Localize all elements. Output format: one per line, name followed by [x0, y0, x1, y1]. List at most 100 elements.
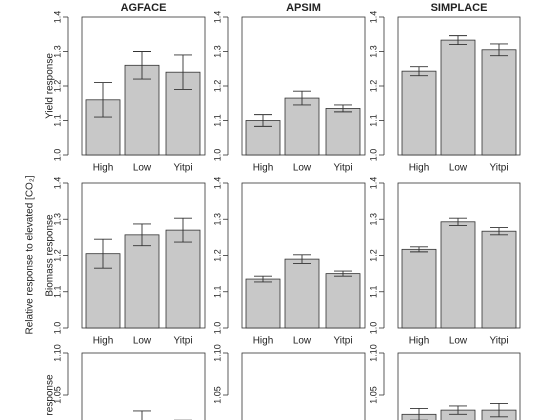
y-tick-label: 1.3	[368, 45, 378, 58]
y-tick-label: 1.3	[52, 213, 62, 226]
y-axis-label: response	[45, 374, 56, 416]
y-tick-label: 1.10	[368, 344, 378, 362]
y-tick-label: 1.1	[368, 285, 378, 298]
error-bar	[410, 246, 428, 253]
y-tick-label: 1.10	[52, 344, 62, 362]
x-tick-label: Low	[449, 336, 468, 347]
y-tick-label: 1.1	[368, 114, 378, 127]
y-tick-label: 1.3	[212, 45, 222, 58]
y-tick-label: 1.0	[52, 149, 62, 162]
y-tick-label: 1.0	[52, 322, 62, 335]
error-bar	[334, 270, 352, 277]
plot-box	[397, 352, 521, 420]
y-tick-label: 1.4	[368, 177, 378, 190]
error-bar	[490, 402, 508, 418]
x-tick-label: High	[93, 336, 114, 347]
error-bar	[490, 43, 508, 57]
figure-y-label: Relative response to elevated [CO₂]	[25, 175, 36, 334]
x-tick-label: High	[253, 336, 274, 347]
bar	[284, 97, 320, 156]
y-tick-label: 1.4	[52, 11, 62, 24]
y-tick-label: 1.1	[52, 285, 62, 298]
bar	[124, 234, 160, 329]
bar	[325, 273, 361, 329]
bar	[401, 70, 437, 156]
x-tick-label: Low	[293, 336, 312, 347]
error-bar	[410, 66, 428, 77]
error-bar	[449, 217, 467, 226]
error-bar	[133, 223, 151, 247]
y-tick-label: 1.1	[212, 114, 222, 127]
y-tick-label: 1.4	[52, 177, 62, 190]
y-tick-label: 1.4	[212, 11, 222, 24]
error-bar	[94, 82, 112, 118]
x-tick-label: Low	[133, 336, 152, 347]
error-bar	[133, 410, 151, 420]
error-bar	[293, 90, 311, 106]
x-tick-label: High	[409, 163, 430, 174]
y-tick-label: 1.2	[52, 249, 62, 262]
x-tick-label: High	[409, 336, 430, 347]
bar	[284, 258, 320, 329]
error-bar	[94, 238, 112, 269]
bar	[245, 278, 281, 329]
y-tick-label: 1.3	[368, 213, 378, 226]
error-bar	[254, 275, 272, 283]
error-bar	[174, 54, 192, 90]
y-tick-label: 1.05	[212, 386, 222, 404]
x-tick-label: Yitpi	[333, 163, 352, 174]
x-tick-label: Yitpi	[173, 163, 192, 174]
y-tick-label: 1.2	[212, 80, 222, 93]
y-tick-label: 1.05	[368, 386, 378, 404]
bar	[481, 230, 517, 329]
bar	[124, 64, 160, 156]
error-bar	[490, 227, 508, 236]
y-tick-label: 1.05	[52, 386, 62, 404]
bar	[440, 221, 476, 329]
panel-title: AGFACE	[121, 2, 167, 14]
bar	[325, 108, 361, 156]
error-bar	[449, 405, 467, 415]
y-tick-label: 1.10	[212, 344, 222, 362]
y-tick-label: 1.0	[368, 149, 378, 162]
error-bar	[449, 35, 467, 46]
x-tick-label: Yitpi	[333, 336, 352, 347]
plot-box	[241, 352, 366, 420]
y-tick-label: 1.0	[212, 322, 222, 335]
y-tick-label: 1.1	[212, 285, 222, 298]
y-tick-label: 1.4	[368, 11, 378, 24]
panel-title: SIMPLACE	[431, 2, 488, 14]
error-bar	[334, 104, 352, 113]
bar	[440, 39, 476, 156]
y-tick-label: 1.0	[212, 149, 222, 162]
y-tick-label: 1.3	[52, 45, 62, 58]
x-tick-label: Yitpi	[173, 336, 192, 347]
y-tick-label: 1.2	[212, 249, 222, 262]
y-axis-label: Yield response	[45, 53, 56, 119]
x-tick-label: Low	[293, 163, 312, 174]
error-bar	[174, 217, 192, 243]
x-tick-label: Low	[133, 163, 152, 174]
error-bar	[133, 51, 151, 80]
y-axis-label: Biomass response	[45, 214, 56, 297]
y-tick-label: 1.3	[212, 213, 222, 226]
bar	[165, 229, 201, 329]
y-tick-label: 1.2	[368, 80, 378, 93]
y-tick-label: 1.2	[52, 80, 62, 93]
bar	[481, 49, 517, 156]
x-tick-label: High	[253, 163, 274, 174]
y-tick-label: 1.4	[212, 177, 222, 190]
plot-box	[81, 352, 206, 420]
x-tick-label: Low	[449, 163, 468, 174]
bar	[401, 248, 437, 329]
error-bar	[410, 407, 428, 420]
error-bar	[254, 114, 272, 127]
x-tick-label: High	[93, 163, 114, 174]
error-bar	[293, 254, 311, 264]
x-tick-label: Yitpi	[489, 336, 508, 347]
x-tick-label: Yitpi	[489, 163, 508, 174]
panel-title: APSIM	[286, 2, 321, 14]
y-tick-label: 1.0	[368, 322, 378, 335]
y-tick-label: 1.2	[368, 249, 378, 262]
